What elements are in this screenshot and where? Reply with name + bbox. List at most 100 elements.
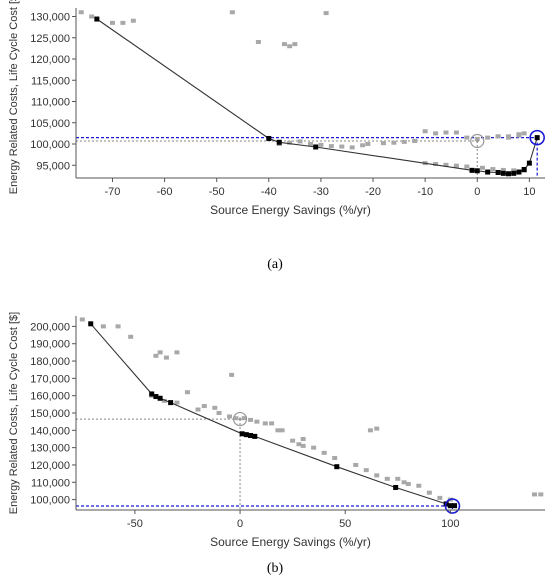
y-ticks-b: 100,000 110,000 120,000 130,000 140,000 150,0…	[30, 321, 76, 507]
x-ticks-a: -70 -60 -50 -40 -30 -20 -10 0 10	[105, 178, 535, 198]
optimal-point	[153, 394, 159, 400]
baseline-marker	[232, 411, 248, 427]
other-iteration-point	[485, 135, 491, 140]
y-ticks-a: 95,000 100,000 105,000 110,000 115,000 120,00…	[30, 12, 76, 172]
other-iteration-point	[241, 416, 247, 421]
y-tick-label: 130,000	[30, 443, 70, 455]
other-iteration-point	[269, 421, 275, 426]
other-iteration-point	[229, 372, 235, 377]
x-tick-label: 50	[339, 518, 351, 530]
other-iteration-point	[437, 495, 443, 500]
other-iteration-point	[318, 142, 324, 147]
other-iteration-point	[433, 161, 439, 166]
other-iteration-point	[311, 445, 317, 450]
other-iteration-point	[511, 168, 517, 173]
optimal-point	[534, 135, 540, 141]
other-iteration-point	[500, 167, 506, 172]
optimal-point	[149, 391, 155, 397]
optimal-point	[276, 139, 282, 145]
optimal-point	[447, 503, 453, 509]
other-iteration-point	[422, 129, 428, 134]
x-tick-label: -50	[127, 518, 143, 530]
selected-marker	[529, 129, 545, 146]
other-iteration-point	[287, 44, 293, 49]
optimal-point	[94, 16, 100, 22]
other-iteration-point	[380, 141, 386, 146]
other-iteration-point	[443, 162, 449, 167]
y-tick-label: 100,000	[30, 139, 70, 151]
other-iteration-point	[153, 353, 159, 358]
other-iteration-point	[353, 462, 359, 467]
other-iteration-point	[120, 20, 126, 25]
x-tick-label: 100	[441, 518, 459, 530]
baseline-marker	[470, 133, 485, 149]
x-axis-label-a: Source Energy Savings (%/yr)	[210, 203, 371, 217]
other-iteration-point	[321, 450, 327, 455]
other-iteration-point	[296, 442, 302, 447]
other-iteration-point	[339, 144, 345, 149]
x-tick-label: 0	[237, 518, 243, 530]
other-iteration-point	[349, 145, 355, 150]
other-iteration-point	[78, 10, 84, 15]
other-iteration-point	[128, 334, 134, 339]
other-iteration-point	[109, 20, 115, 25]
other-iteration-point	[506, 135, 512, 140]
other-iteration-point	[395, 476, 401, 481]
other-iteration-point	[531, 492, 537, 497]
selected-marker	[444, 498, 461, 514]
optimal-point	[521, 167, 527, 172]
other-iteration-point	[453, 130, 459, 135]
other-iteration-point	[174, 400, 180, 405]
other-iteration-point	[89, 14, 95, 19]
other-iteration-point	[279, 428, 285, 433]
other-iteration-point	[323, 11, 329, 16]
y-tick-label: 200,000	[30, 321, 70, 333]
x-tick-label: -40	[261, 186, 277, 198]
x-tick-label: 0	[474, 186, 480, 198]
other-iteration-point	[287, 140, 293, 145]
other-iteration-point	[516, 133, 522, 138]
other-iteration-point	[254, 419, 260, 424]
optimal-point	[485, 169, 491, 175]
y-tick-label: 125,000	[30, 33, 70, 45]
other-iteration-point	[300, 436, 306, 441]
x-tick-label: -60	[157, 186, 173, 198]
other-iteration-point	[115, 324, 121, 329]
highlight-markers-a	[470, 129, 545, 149]
baseline-marker-dot	[475, 139, 479, 143]
other-iteration-point	[281, 42, 287, 47]
other-iteration-point	[229, 10, 235, 15]
other-iteration-point	[490, 167, 496, 172]
optimal-point	[168, 400, 174, 406]
other-iteration-point	[212, 405, 218, 410]
other-iteration-point	[363, 468, 369, 473]
optimal-point	[511, 170, 517, 176]
other-iteration-point	[464, 135, 470, 140]
other-iteration-point	[275, 428, 281, 433]
other-iteration-point	[157, 350, 163, 355]
other-iteration-point	[374, 473, 380, 478]
panel-a: -70 -60 -50 -40 -30 -20 -10 0 10 95,000 100,000 10…	[8, 0, 545, 272]
optimal-point	[452, 503, 458, 509]
other-iteration-point	[100, 324, 106, 329]
other-iteration-point	[130, 18, 136, 23]
other-iteration-point	[201, 404, 207, 409]
y-tick-label: 180,000	[30, 356, 70, 368]
other-iteration-point	[538, 492, 544, 497]
y-tick-label: 170,000	[30, 373, 70, 385]
other-iteration-point	[161, 398, 167, 403]
y-axis-label-a: Energy Related Costs, Life Cycle Cost [$…	[8, 0, 20, 194]
other-iteration-point	[195, 407, 201, 412]
other-iteration-point	[292, 42, 298, 47]
other-iteration-point	[416, 483, 422, 488]
optimal-point	[334, 464, 340, 470]
y-tick-label: 110,000	[31, 477, 70, 489]
other-iteration-point	[479, 165, 485, 170]
other-iteration-point	[401, 480, 407, 485]
other-iteration-point	[391, 140, 397, 145]
other-iteration-point	[433, 131, 439, 136]
optimal-point	[157, 395, 163, 401]
other-iteration-point	[443, 130, 449, 135]
x-tick-label: -20	[365, 186, 381, 198]
